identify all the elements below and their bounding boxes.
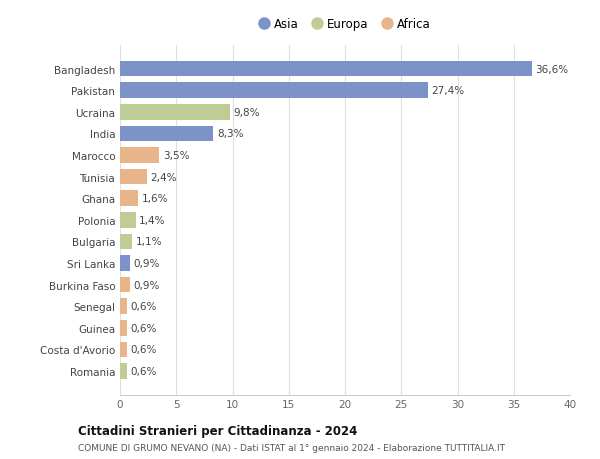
Bar [120, 126, 214, 142]
Text: COMUNE DI GRUMO NEVANO (NA) - Dati ISTAT al 1° gennaio 2024 - Elaborazione TUTTI: COMUNE DI GRUMO NEVANO (NA) - Dati ISTAT… [78, 443, 505, 452]
Text: 2,4%: 2,4% [151, 172, 177, 182]
Text: 36,6%: 36,6% [535, 65, 568, 74]
Text: 1,1%: 1,1% [136, 237, 162, 247]
Text: 0,9%: 0,9% [133, 280, 160, 290]
Text: 0,6%: 0,6% [130, 366, 157, 376]
Text: 0,6%: 0,6% [130, 323, 157, 333]
Text: 27,4%: 27,4% [431, 86, 465, 96]
Bar [120, 299, 127, 314]
Bar [120, 191, 138, 207]
Bar [120, 169, 147, 185]
Text: 0,9%: 0,9% [133, 258, 160, 269]
Text: Cittadini Stranieri per Cittadinanza - 2024: Cittadini Stranieri per Cittadinanza - 2… [78, 424, 358, 437]
Text: 1,4%: 1,4% [139, 215, 166, 225]
Legend: Asia, Europa, Africa: Asia, Europa, Africa [255, 13, 435, 36]
Bar [120, 234, 133, 250]
Text: 0,6%: 0,6% [130, 302, 157, 312]
Bar [120, 342, 127, 358]
Text: 0,6%: 0,6% [130, 345, 157, 354]
Bar [120, 148, 160, 163]
Bar [120, 364, 127, 379]
Text: 9,8%: 9,8% [233, 107, 260, 118]
Bar [120, 213, 136, 228]
Bar [120, 62, 532, 77]
Text: 3,5%: 3,5% [163, 151, 189, 161]
Bar [120, 277, 130, 293]
Bar [120, 105, 230, 120]
Bar [120, 320, 127, 336]
Bar [120, 83, 428, 99]
Bar [120, 256, 130, 271]
Text: 8,3%: 8,3% [217, 129, 243, 139]
Text: 1,6%: 1,6% [142, 194, 168, 204]
